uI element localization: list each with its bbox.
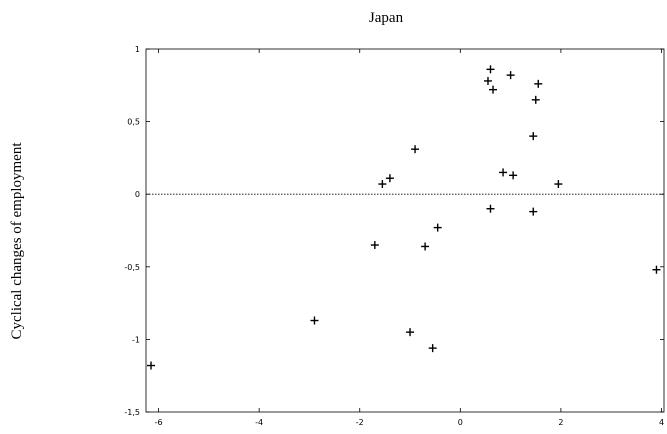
data-point	[489, 85, 498, 94]
data-point	[385, 174, 394, 183]
y-axis-label: Cyclical changes of employment	[9, 142, 25, 340]
y-tick-label: -0,5	[124, 263, 140, 272]
x-tick-label: -4	[255, 418, 263, 427]
data-point	[506, 71, 515, 80]
data-point	[406, 328, 415, 337]
y-tick-label: 1	[135, 45, 140, 54]
data-point	[370, 241, 379, 250]
y-tick-label: 0,5	[127, 118, 140, 127]
data-point	[531, 95, 540, 104]
data-points	[147, 65, 661, 370]
data-point	[499, 168, 508, 177]
x-tick-label: 2	[558, 418, 563, 427]
data-point	[310, 316, 319, 325]
data-point	[428, 344, 437, 353]
x-tick-label: -2	[356, 418, 364, 427]
data-point	[534, 79, 543, 88]
data-point	[529, 132, 538, 141]
x-tick-label: -6	[155, 418, 163, 427]
y-tick-label: -1	[132, 335, 140, 344]
data-point	[421, 242, 430, 251]
chart-title: Japan	[369, 10, 404, 26]
data-point	[652, 265, 661, 274]
data-point	[554, 180, 563, 189]
data-point	[378, 180, 387, 189]
data-point	[147, 361, 156, 370]
data-point	[411, 145, 420, 154]
data-point	[529, 207, 538, 216]
x-tick-label: 0	[458, 418, 463, 427]
data-point	[486, 204, 495, 213]
x-tick-label: 4	[659, 418, 664, 427]
axis-ticks: -6 -4 -2 0 2 4 1 0,5 0 -0,5 -1 -1,5	[124, 45, 664, 427]
data-point	[486, 65, 495, 74]
data-point	[433, 223, 442, 232]
y-tick-label: -1,5	[124, 408, 140, 417]
data-point	[483, 76, 492, 85]
plot-frame	[145, 48, 665, 413]
data-point	[509, 171, 518, 180]
y-tick-label: 0	[135, 190, 140, 199]
